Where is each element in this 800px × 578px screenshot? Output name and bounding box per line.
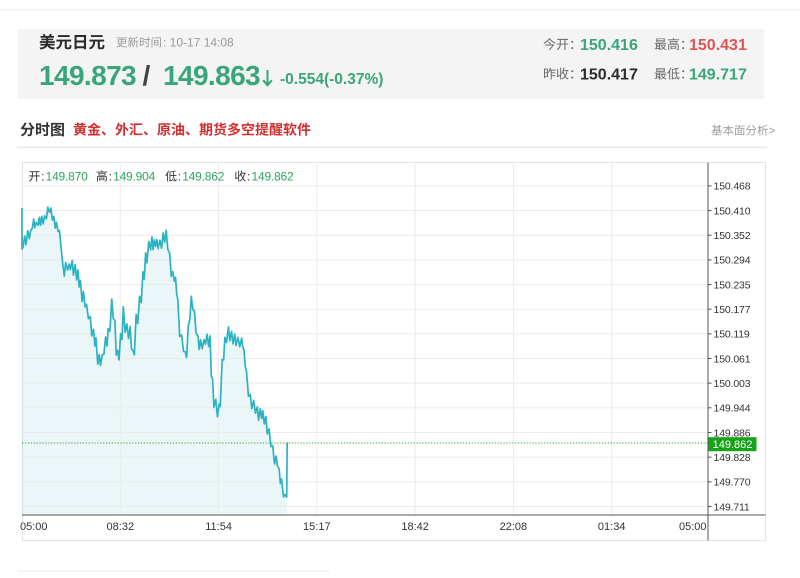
- svg-text:08:32: 08:32: [107, 521, 135, 533]
- svg-text:149.711: 149.711: [714, 501, 750, 513]
- svg-text:150.003: 150.003: [714, 378, 751, 390]
- svg-text::: :: [41, 170, 44, 184]
- svg-text:18:42: 18:42: [401, 521, 429, 533]
- svg-text:150.061: 150.061: [714, 353, 751, 365]
- svg-text:149.862: 149.862: [252, 170, 295, 184]
- svg-text:149.886: 149.886: [714, 427, 751, 439]
- svg-text::: :: [178, 170, 181, 184]
- svg-text:149.717: 149.717: [689, 67, 747, 84]
- svg-text:149.770: 149.770: [714, 477, 751, 489]
- svg-text:149.862: 149.862: [182, 170, 225, 184]
- svg-text:-0.554(-0.37%): -0.554(-0.37%): [280, 71, 383, 88]
- svg-text:149.904: 149.904: [113, 170, 156, 184]
- svg-text:150.417: 150.417: [580, 67, 638, 84]
- svg-text:149.873: 149.873: [39, 60, 136, 91]
- svg-text:22:08: 22:08: [500, 521, 528, 533]
- svg-text:01:34: 01:34: [598, 521, 626, 533]
- svg-text::: :: [109, 170, 112, 184]
- svg-text:150.235: 150.235: [714, 279, 751, 291]
- svg-text:150.431: 150.431: [689, 37, 747, 54]
- svg-text:149.863: 149.863: [163, 60, 260, 91]
- svg-text::: :: [247, 170, 250, 184]
- svg-text:150.416: 150.416: [580, 37, 638, 54]
- svg-text:150.119: 150.119: [714, 329, 750, 341]
- svg-text:/: /: [143, 60, 151, 91]
- svg-text:149.828: 149.828: [714, 452, 751, 464]
- svg-text:150.294: 150.294: [714, 255, 751, 267]
- svg-text:05:00: 05:00: [20, 521, 48, 533]
- svg-text:149.870: 149.870: [46, 170, 89, 184]
- svg-text:150.352: 150.352: [714, 230, 751, 242]
- svg-text:05:00: 05:00: [679, 521, 707, 533]
- svg-text:149.944: 149.944: [714, 403, 751, 415]
- svg-text:150.410: 150.410: [714, 205, 751, 217]
- svg-text:149.862: 149.862: [713, 439, 753, 451]
- svg-text:150.177: 150.177: [714, 304, 751, 316]
- svg-text:>: >: [769, 126, 776, 138]
- svg-text:: 10-17 14:08: : 10-17 14:08: [163, 36, 234, 50]
- svg-text:11:54: 11:54: [205, 521, 232, 533]
- svg-text:15:17: 15:17: [303, 521, 331, 533]
- svg-text:150.468: 150.468: [714, 181, 751, 193]
